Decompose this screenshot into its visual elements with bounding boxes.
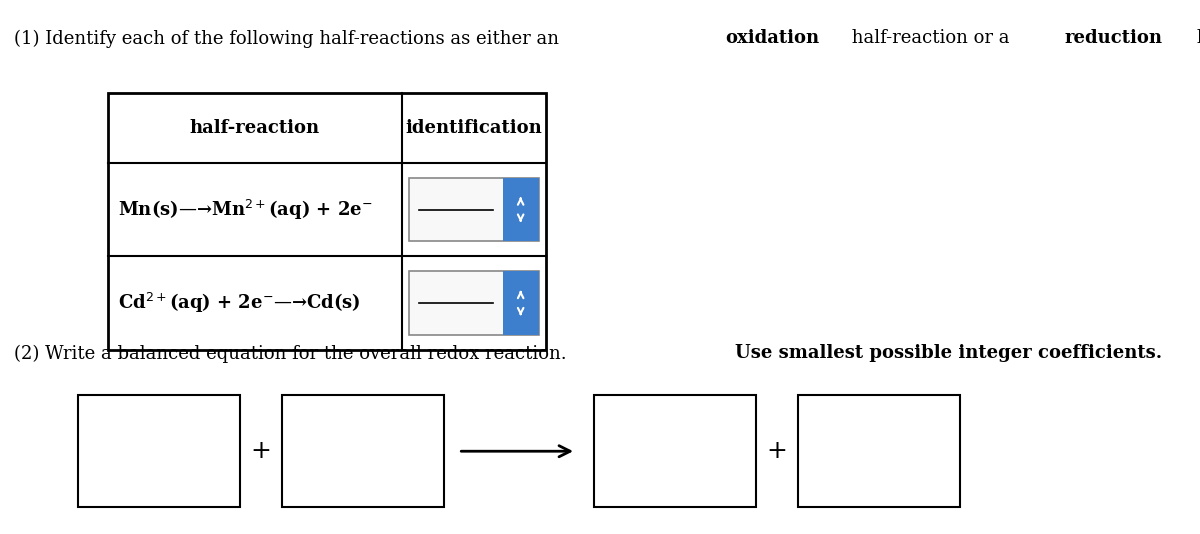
Bar: [503, 178, 539, 241]
Text: half-reaction or a: half-reaction or a: [846, 29, 1015, 48]
Bar: [503, 271, 539, 335]
Text: +: +: [251, 439, 271, 463]
Bar: [409, 178, 539, 241]
Text: identification: identification: [406, 119, 542, 137]
Bar: [108, 93, 546, 350]
Text: (2) Write a balanced equation for the overall redox reaction.: (2) Write a balanced equation for the ov…: [14, 344, 572, 363]
Text: half-reaction.: half-reaction.: [1192, 29, 1200, 48]
Text: half-reaction: half-reaction: [190, 119, 320, 137]
Text: reduction: reduction: [1064, 29, 1163, 48]
Bar: [78, 395, 240, 507]
Text: +: +: [767, 439, 787, 463]
Bar: [798, 395, 960, 507]
Text: Use smallest possible integer coefficients.: Use smallest possible integer coefficien…: [734, 344, 1162, 363]
Bar: [282, 395, 444, 507]
Text: Mn(s)—→Mn$^{2+}$(aq) + 2e$^{-}$: Mn(s)—→Mn$^{2+}$(aq) + 2e$^{-}$: [118, 198, 372, 222]
Text: (1) Identify each of the following half-reactions as either an: (1) Identify each of the following half-…: [14, 29, 565, 48]
Bar: [594, 395, 756, 507]
Text: Cd$^{2+}$(aq) + 2e$^{-}$—→Cd(s): Cd$^{2+}$(aq) + 2e$^{-}$—→Cd(s): [118, 291, 360, 315]
Text: oxidation: oxidation: [725, 29, 820, 48]
Bar: [409, 271, 539, 335]
